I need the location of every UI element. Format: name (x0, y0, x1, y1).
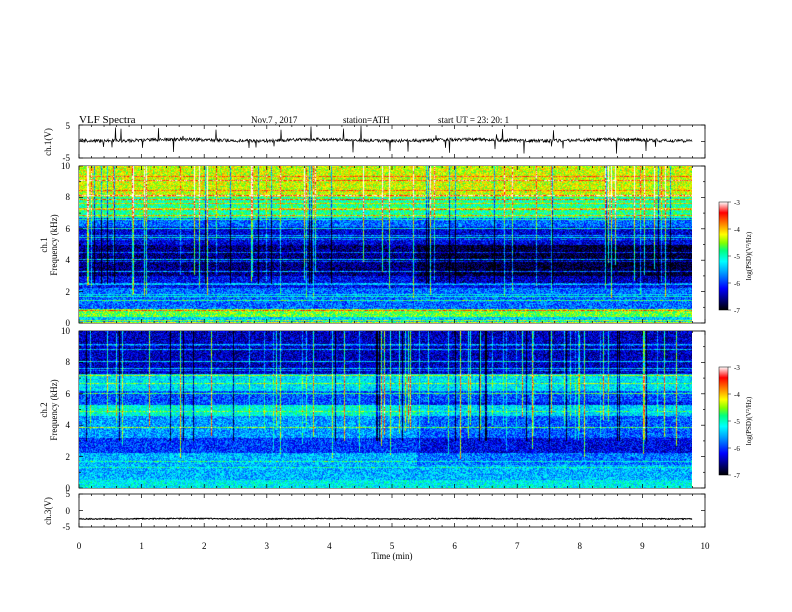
x-tick-8: 8 (578, 541, 583, 551)
x-tick-1: 1 (139, 541, 144, 551)
ch2-spectrogram-heatmap (79, 331, 692, 488)
ch2-colorbar-label: log(PSD)(V²/Hz) (745, 396, 753, 445)
ch1-spectrogram-ylabel: Frequency (kHz) (49, 214, 59, 275)
ch2-colorbar-tick-m5: -5 (734, 418, 740, 426)
ch1-colorbar-tick-m3: -3 (734, 199, 740, 207)
ch1-colorbar-label: log(PSD)(V²/Hz) (745, 231, 753, 280)
ch1-waveform-ticks (78, 124, 706, 159)
x-tick-0: 0 (77, 541, 82, 551)
ch1-colorbar-tick-m4: -4 (734, 226, 740, 234)
ch1-spec-ytick-0: 0 (66, 318, 71, 328)
ch1-spec-ytick-6: 6 (66, 224, 71, 234)
ch1-colorbar-tick-m6: -6 (734, 280, 740, 288)
ch3-waveform-ylabel: ch.3(V) (43, 497, 53, 525)
ch2-spec-ytick-8: 8 (66, 357, 71, 367)
ch3-waveform-line (79, 517, 693, 521)
ch1-spectrogram-title: ch.1 (39, 237, 49, 252)
station-label: station=ATH (343, 115, 390, 125)
ch1-colorbar-tick-m7: -7 (734, 307, 740, 315)
x-tick-5: 5 (390, 541, 395, 551)
ch3-ytick-mid: 0 (66, 506, 71, 516)
x-tick-9: 9 (640, 541, 645, 551)
ch1-spectrogram-ticks (78, 165, 706, 324)
x-tick-6: 6 (452, 541, 457, 551)
ch2-spec-ytick-0: 0 (66, 483, 71, 493)
ch3-ytick-top: 5 (66, 489, 71, 499)
ch2-spectrogram-panel: 0 2 4 6 8 10 ch.2 Frequency (kHz) -3 -4 … (39, 326, 753, 493)
chart-title: VLF Spectra (79, 114, 136, 126)
ch1-colorbar (718, 201, 729, 311)
ch1-waveform-line (78, 125, 693, 154)
ch2-spectrogram-title: ch.2 (39, 402, 49, 417)
ch2-colorbar (718, 366, 729, 476)
ch1-waveform-ylabel: ch.1(V) (43, 128, 53, 156)
ch1-colorbar-tick-m5: -5 (734, 253, 740, 261)
ch3-waveform-panel: 5 0 -5 ch.3(V) (43, 489, 706, 532)
ch1-spectrogram-panel: 0 2 4 6 8 10 ch.1 Frequency (kHz) -3 -4 … (39, 161, 753, 328)
ch3-ytick-bottom: -5 (63, 522, 71, 532)
ch2-spectrogram-ticks (78, 330, 706, 489)
ch3-waveform-ticks (78, 493, 706, 528)
ch1-spec-ytick-8: 8 (66, 192, 71, 202)
x-tick-7: 7 (515, 541, 520, 551)
ch1-waveform-panel: 5 -5 ch.1(V) (43, 121, 706, 163)
ch3-waveform-frame (78, 493, 706, 528)
ch2-spec-ytick-2: 2 (66, 452, 71, 462)
ch1-ytick-top: 5 (66, 121, 71, 131)
ch2-spec-ytick-6: 6 (66, 389, 71, 399)
ch2-spec-ytick-10: 10 (61, 326, 71, 336)
ch2-colorbar-ticks (728, 366, 731, 476)
ch1-colorbar-ticks (728, 201, 731, 311)
x-tick-labels: 0 1 2 3 4 5 6 7 8 9 10 (77, 541, 710, 551)
start-time-label: start UT = 23: 20: 1 (438, 115, 509, 125)
ch1-ytick-bottom: -5 (63, 153, 71, 163)
x-tick-2: 2 (202, 541, 207, 551)
x-tick-10: 10 (701, 541, 711, 551)
ch1-spec-ytick-4: 4 (66, 255, 71, 265)
x-tick-4: 4 (327, 541, 332, 551)
date-label: Nov.7 , 2017 (251, 115, 298, 125)
ch2-spectrogram-ylabel: Frequency (kHz) (49, 379, 59, 440)
ch1-spec-ytick-10: 10 (61, 161, 71, 171)
ch1-spectrogram-heatmap (79, 166, 692, 323)
x-tick-3: 3 (265, 541, 270, 551)
ch2-colorbar-tick-m6: -6 (734, 445, 740, 453)
ch1-spec-ytick-2: 2 (66, 287, 71, 297)
x-axis-label: Time (min) (372, 551, 413, 561)
ch2-spec-ytick-4: 4 (66, 420, 71, 430)
ch2-colorbar-tick-m4: -4 (734, 391, 740, 399)
ch2-colorbar-tick-m3: -3 (734, 364, 740, 372)
ch2-colorbar-tick-m7: -7 (734, 472, 740, 480)
